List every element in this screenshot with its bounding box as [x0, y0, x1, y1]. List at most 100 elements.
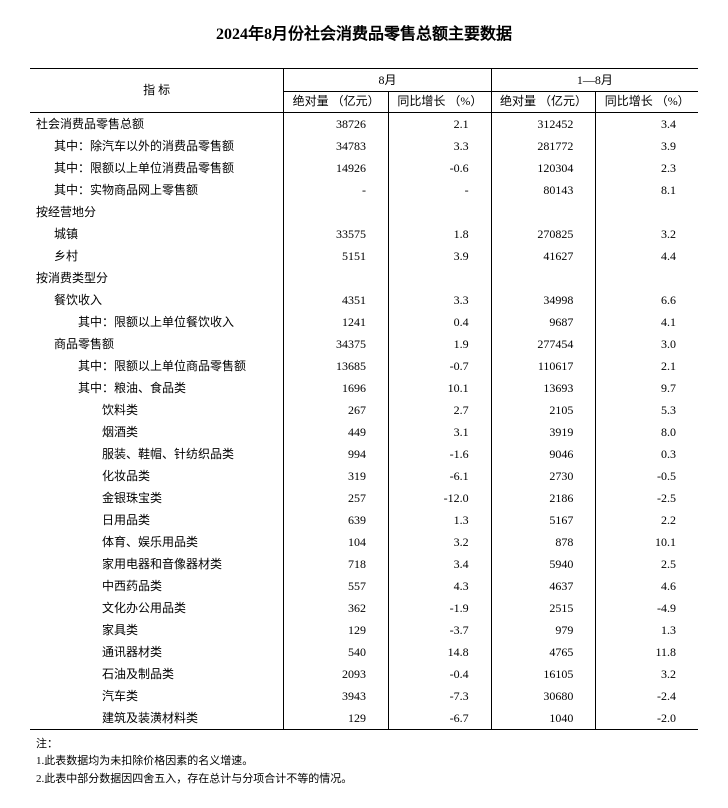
cell-value: -7.3 [389, 685, 492, 707]
row-label: 按消费类型分 [30, 267, 284, 289]
cell-value: 120304 [491, 157, 596, 179]
cell-value: 13685 [284, 355, 389, 377]
cell-value: 3.2 [596, 223, 698, 245]
row-label: 中西药品类 [30, 575, 284, 597]
cell-value: -1.6 [389, 443, 492, 465]
cell-value [491, 267, 596, 289]
cell-value: 3.2 [596, 663, 698, 685]
cell-value: 2.5 [596, 553, 698, 575]
cell-value: 4.6 [596, 575, 698, 597]
table-row: 家具类129-3.79791.3 [30, 619, 698, 641]
row-label: 商品零售额 [30, 333, 284, 355]
cell-value: 878 [491, 531, 596, 553]
col-header-abs-1: 绝对量 （亿元） [284, 92, 389, 113]
row-label: 建筑及装潢材料类 [30, 707, 284, 730]
cell-value: - [389, 179, 492, 201]
table-row: 石油及制品类2093-0.4161053.2 [30, 663, 698, 685]
cell-value: 277454 [491, 333, 596, 355]
cell-value: 4351 [284, 289, 389, 311]
cell-value: 540 [284, 641, 389, 663]
cell-value: 1.9 [389, 333, 492, 355]
cell-value: 14926 [284, 157, 389, 179]
cell-value: 9.7 [596, 377, 698, 399]
row-label: 社会消费品零售总额 [30, 112, 284, 135]
cell-value: 129 [284, 619, 389, 641]
row-label: 通讯器材类 [30, 641, 284, 663]
col-header-period2: 1—8月 [491, 69, 698, 92]
cell-value: 6.6 [596, 289, 698, 311]
cell-value: -0.7 [389, 355, 492, 377]
table-notes: 注： 1.此表数据均为未扣除价格因素的名义增速。 2.此表中部分数据因四舍五入，… [30, 736, 698, 789]
cell-value: -0.5 [596, 465, 698, 487]
table-row: 文化办公用品类362-1.92515-4.9 [30, 597, 698, 619]
cell-value: 110617 [491, 355, 596, 377]
table-row: 按经营地分 [30, 201, 698, 223]
row-label: 家用电器和音像器材类 [30, 553, 284, 575]
cell-value: 3.0 [596, 333, 698, 355]
cell-value: 33575 [284, 223, 389, 245]
cell-value: 8.1 [596, 179, 698, 201]
note-item: 1.此表数据均为未扣除价格因素的名义增速。 [36, 753, 698, 771]
cell-value: 1.3 [389, 509, 492, 531]
cell-value: 319 [284, 465, 389, 487]
cell-value: 718 [284, 553, 389, 575]
cell-value: 4637 [491, 575, 596, 597]
row-label: 化妆品类 [30, 465, 284, 487]
table-row: 家用电器和音像器材类7183.459402.5 [30, 553, 698, 575]
table-row: 按消费类型分 [30, 267, 698, 289]
cell-value: 3.3 [389, 289, 492, 311]
row-label: 其中：除汽车以外的消费品零售额 [30, 135, 284, 157]
cell-value: 34375 [284, 333, 389, 355]
col-header-yoy-2: 同比增长 （%） [596, 92, 698, 113]
table-row: 其中：限额以上单位消费品零售额14926-0.61203042.3 [30, 157, 698, 179]
cell-value: 2515 [491, 597, 596, 619]
cell-value: 639 [284, 509, 389, 531]
row-label: 文化办公用品类 [30, 597, 284, 619]
cell-value: -4.9 [596, 597, 698, 619]
row-label: 汽车类 [30, 685, 284, 707]
table-row: 日用品类6391.351672.2 [30, 509, 698, 531]
cell-value: 30680 [491, 685, 596, 707]
cell-value: 10.1 [596, 531, 698, 553]
cell-value: 2.3 [596, 157, 698, 179]
cell-value: 2.2 [596, 509, 698, 531]
col-header-abs-2: 绝对量 （亿元） [491, 92, 596, 113]
cell-value [389, 201, 492, 223]
cell-value: 3.4 [389, 553, 492, 575]
cell-value: -2.0 [596, 707, 698, 730]
cell-value: 557 [284, 575, 389, 597]
cell-value: -2.4 [596, 685, 698, 707]
cell-value: 257 [284, 487, 389, 509]
cell-value: 10.1 [389, 377, 492, 399]
cell-value: -6.1 [389, 465, 492, 487]
row-label: 其中：粮油、食品类 [30, 377, 284, 399]
col-header-period1: 8月 [284, 69, 491, 92]
cell-value: 994 [284, 443, 389, 465]
table-row: 金银珠宝类257-12.02186-2.5 [30, 487, 698, 509]
cell-value: 5940 [491, 553, 596, 575]
table-row: 商品零售额343751.92774543.0 [30, 333, 698, 355]
cell-value: 3.2 [389, 531, 492, 553]
data-table: 指 标 8月 1—8月 绝对量 （亿元） 同比增长 （%） 绝对量 （亿元） 同… [30, 68, 698, 730]
notes-header: 注： [36, 736, 698, 754]
row-label: 服装、鞋帽、针纺织品类 [30, 443, 284, 465]
cell-value: 979 [491, 619, 596, 641]
table-row: 建筑及装潢材料类129-6.71040-2.0 [30, 707, 698, 730]
row-label: 乡村 [30, 245, 284, 267]
cell-value: 80143 [491, 179, 596, 201]
cell-value: 2186 [491, 487, 596, 509]
row-label: 餐饮收入 [30, 289, 284, 311]
table-row: 乡村51513.9416274.4 [30, 245, 698, 267]
cell-value: 1696 [284, 377, 389, 399]
cell-value: 0.4 [389, 311, 492, 333]
cell-value: 13693 [491, 377, 596, 399]
cell-value: 3.3 [389, 135, 492, 157]
cell-value: 129 [284, 707, 389, 730]
cell-value: -0.6 [389, 157, 492, 179]
cell-value: 9046 [491, 443, 596, 465]
cell-value: 3.4 [596, 112, 698, 135]
table-row: 其中：限额以上单位餐饮收入12410.496874.1 [30, 311, 698, 333]
cell-value: 2.1 [596, 355, 698, 377]
cell-value [284, 201, 389, 223]
cell-value: 9687 [491, 311, 596, 333]
